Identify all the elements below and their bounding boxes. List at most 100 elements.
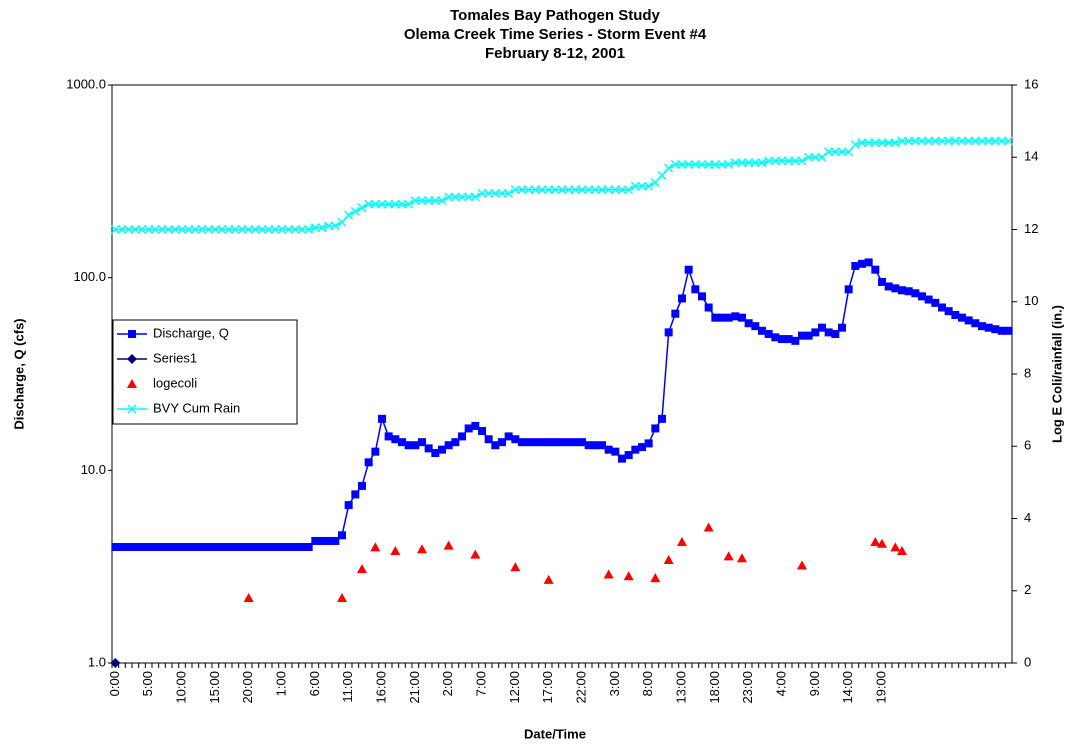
chart-title: February 8-12, 2001 bbox=[485, 45, 625, 62]
marker bbox=[524, 185, 534, 195]
marker bbox=[437, 196, 447, 206]
marker bbox=[124, 543, 133, 552]
marker bbox=[271, 543, 280, 552]
marker bbox=[971, 319, 980, 328]
marker bbox=[611, 447, 620, 456]
x-tick-label: 16:00 bbox=[373, 671, 388, 704]
x-tick-label: 6:00 bbox=[307, 671, 322, 696]
marker bbox=[543, 574, 554, 584]
marker bbox=[351, 490, 360, 499]
marker bbox=[158, 543, 166, 552]
marker bbox=[831, 330, 840, 339]
marker bbox=[724, 159, 734, 170]
marker bbox=[591, 441, 600, 450]
marker bbox=[577, 185, 587, 195]
marker bbox=[937, 136, 947, 146]
marker bbox=[838, 323, 846, 332]
marker bbox=[224, 543, 233, 552]
marker bbox=[944, 136, 954, 146]
x-tick-label: 2:00 bbox=[440, 671, 455, 696]
marker bbox=[251, 543, 260, 552]
marker bbox=[557, 185, 567, 195]
marker bbox=[170, 224, 180, 235]
x-tick-label: 8:00 bbox=[640, 671, 655, 696]
marker bbox=[570, 185, 580, 195]
marker bbox=[703, 522, 714, 532]
marker bbox=[538, 438, 546, 447]
marker bbox=[797, 560, 807, 570]
marker bbox=[757, 158, 767, 168]
marker bbox=[911, 289, 920, 298]
y2-axis-label: Log E Coli/rainfall (in.) bbox=[1049, 305, 1064, 443]
marker bbox=[198, 543, 206, 552]
series-line bbox=[115, 140, 1009, 231]
marker bbox=[604, 185, 614, 195]
marker bbox=[844, 285, 853, 294]
marker bbox=[824, 328, 833, 337]
marker bbox=[444, 441, 453, 450]
marker bbox=[470, 549, 481, 559]
marker bbox=[750, 158, 760, 168]
marker bbox=[443, 540, 454, 550]
legend-box bbox=[112, 319, 298, 425]
marker bbox=[837, 147, 847, 157]
marker bbox=[824, 147, 834, 157]
marker bbox=[818, 323, 826, 332]
marker bbox=[804, 331, 813, 340]
marker bbox=[451, 438, 460, 447]
marker bbox=[404, 199, 414, 209]
marker bbox=[477, 188, 487, 198]
marker bbox=[984, 323, 993, 332]
marker bbox=[184, 543, 193, 552]
marker bbox=[784, 156, 794, 166]
marker bbox=[378, 414, 386, 423]
marker bbox=[870, 138, 880, 148]
marker bbox=[490, 188, 500, 198]
marker bbox=[904, 136, 914, 146]
marker bbox=[571, 438, 580, 447]
marker bbox=[664, 328, 673, 337]
marker bbox=[504, 432, 513, 441]
marker bbox=[798, 331, 806, 340]
marker bbox=[758, 326, 766, 335]
marker bbox=[210, 224, 220, 235]
marker bbox=[677, 159, 687, 170]
marker bbox=[651, 424, 660, 433]
marker bbox=[844, 147, 854, 157]
marker bbox=[670, 159, 680, 170]
x-tick-label: 12:00 bbox=[507, 671, 522, 704]
marker bbox=[224, 224, 234, 235]
marker bbox=[317, 223, 327, 233]
marker bbox=[424, 196, 434, 206]
chart-title: Tomales Bay Pathogen Study bbox=[450, 7, 660, 24]
marker bbox=[704, 303, 713, 312]
marker bbox=[124, 224, 134, 235]
marker bbox=[771, 333, 780, 342]
marker bbox=[551, 438, 560, 447]
legend-label: logecoli bbox=[153, 375, 197, 390]
x-tick-label: 22:00 bbox=[573, 671, 588, 704]
marker bbox=[637, 181, 647, 191]
legend-marker bbox=[127, 404, 137, 414]
marker bbox=[197, 224, 207, 235]
marker bbox=[584, 185, 594, 195]
marker bbox=[964, 316, 973, 325]
marker bbox=[397, 199, 407, 209]
marker bbox=[244, 224, 254, 235]
marker bbox=[417, 196, 427, 206]
marker bbox=[390, 199, 400, 209]
marker bbox=[810, 152, 820, 162]
marker bbox=[724, 313, 733, 322]
marker bbox=[384, 199, 394, 209]
marker bbox=[631, 445, 640, 454]
marker bbox=[698, 292, 706, 301]
marker bbox=[737, 553, 747, 563]
marker bbox=[578, 438, 586, 447]
marker bbox=[924, 295, 933, 304]
marker bbox=[398, 438, 406, 447]
marker bbox=[550, 185, 560, 195]
marker bbox=[691, 285, 700, 294]
x-tick-label: 21:00 bbox=[407, 671, 422, 704]
marker bbox=[864, 138, 874, 148]
marker bbox=[418, 438, 426, 447]
